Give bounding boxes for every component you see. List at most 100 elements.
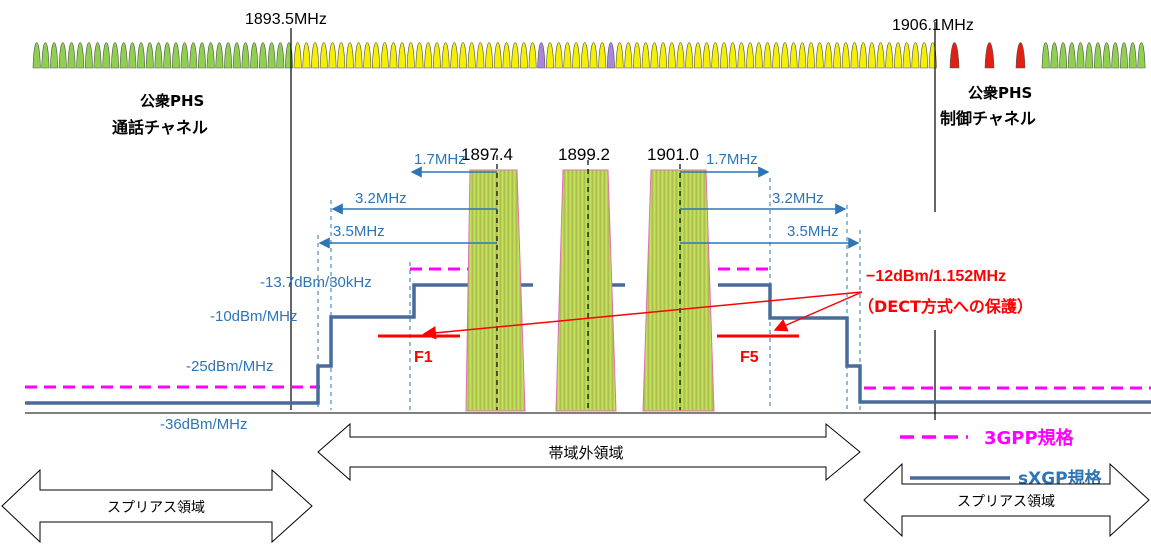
- phs-channel: [250, 42, 259, 69]
- phs-channel: [754, 42, 763, 69]
- carrier-2: [555, 169, 617, 412]
- phs-channel: [354, 42, 363, 69]
- phs-channel: [667, 42, 676, 69]
- phs-channel: [1128, 42, 1137, 69]
- phs-channel: [328, 42, 337, 69]
- phs-channel: [110, 42, 120, 69]
- carrier-3: [642, 169, 715, 412]
- phs-channel: [215, 42, 224, 69]
- phs-channel: [493, 42, 502, 69]
- phs-channel: [1085, 42, 1094, 69]
- gpp-mask: [25, 267, 1151, 390]
- phs-channel: [406, 42, 415, 69]
- phs-channel: [676, 42, 685, 69]
- phs-channel: [424, 42, 433, 69]
- phs-channel: [598, 42, 607, 69]
- carriers: [465, 155, 715, 412]
- phs-channel: [1076, 42, 1085, 69]
- phs-channel: [1050, 42, 1059, 69]
- carrier-2-freq: 1899.2: [558, 145, 610, 164]
- phs-channel: [780, 42, 789, 69]
- phs-channel: [197, 42, 207, 69]
- phs-channel: [911, 42, 920, 69]
- phs-channel: [84, 42, 93, 69]
- phs-channel: [824, 42, 833, 69]
- dect-arrows: [422, 291, 863, 340]
- phs-channel: [920, 42, 929, 69]
- phs-channel: [789, 42, 798, 69]
- phs-channel: [345, 42, 354, 69]
- phs-channel: [528, 42, 537, 69]
- phs-channel: [67, 42, 76, 69]
- phs-channel: [171, 42, 180, 69]
- dect-level: −12dBm/1.152MHz: [866, 268, 1006, 285]
- phs-channel: [1015, 42, 1026, 69]
- phs-channel: [519, 42, 528, 69]
- level-10: -10dBm/MHz: [210, 308, 298, 325]
- offset-left-3.2: 3.2MHz: [355, 190, 407, 207]
- phs-channel: [50, 42, 59, 69]
- phs-channel: [137, 42, 146, 69]
- phs-channel: [319, 42, 328, 69]
- offset-left-1.7: 1.7MHz: [414, 151, 466, 168]
- carrier-3-freq: 1901.0: [647, 145, 699, 164]
- phs-channel: [806, 42, 816, 69]
- phs-channel: [93, 42, 102, 69]
- phs-channel: [189, 42, 198, 69]
- phs-channel: [450, 42, 459, 69]
- offset-left-3.5: 3.5MHz: [333, 223, 385, 240]
- phs-right-label-2: 制御チャネル: [940, 109, 1036, 128]
- sxgp-mask: [25, 283, 470, 405]
- phs-channel: [380, 42, 389, 69]
- legend-gpp-label: 3GPP規格: [984, 427, 1075, 449]
- freq-right-edge: 1906.1MHz: [892, 17, 974, 34]
- spurious-left-arrow: [1, 468, 313, 544]
- offset-right-3.2: 3.2MHz: [772, 190, 824, 207]
- phs-channel: [763, 42, 772, 69]
- phs-channel: [119, 42, 128, 69]
- phs-channel: [1093, 42, 1102, 69]
- oob-region-arrow: [317, 422, 861, 482]
- dect-f1: F1: [414, 349, 433, 366]
- phs-channel: [485, 42, 494, 69]
- phs-channel: [415, 42, 424, 69]
- phs-channel: [589, 42, 598, 69]
- phs-channel: [232, 42, 241, 69]
- phs-channel: [476, 42, 485, 69]
- offset-right-1.7: 1.7MHz: [706, 151, 758, 168]
- phs-channel: [537, 42, 546, 69]
- dect-f5: F5: [740, 349, 759, 366]
- phs-channel: [41, 42, 50, 69]
- phs-channel: [1119, 42, 1129, 69]
- phs-channel: [580, 42, 589, 69]
- level-13.7: -13.7dBm/30kHz: [260, 274, 372, 291]
- phs-channel: [728, 42, 737, 69]
- phs-right-label-1: 公衆PHS: [968, 84, 1032, 102]
- phs-channel: [389, 42, 398, 69]
- offset-right-3.5: 3.5MHz: [787, 223, 839, 240]
- phs-channel: [902, 42, 911, 69]
- offset-arrows-left: [318, 166, 497, 249]
- phs-channel: [841, 42, 850, 69]
- phs-channel: [885, 42, 894, 69]
- phs-channel: [1067, 42, 1076, 69]
- phs-channel: [1102, 42, 1111, 69]
- phs-channel: [432, 42, 441, 69]
- phs-channel: [632, 42, 642, 69]
- phs-channel: [746, 42, 755, 69]
- phs-channel: [1111, 42, 1120, 69]
- phs-channel: [58, 42, 67, 69]
- phs-channel: [441, 42, 450, 69]
- phs-channel: [833, 42, 842, 69]
- phs-channel: [154, 42, 163, 69]
- oob-region-label: 帯域外領域: [548, 444, 623, 462]
- carrier-1: [465, 169, 526, 412]
- phs-channel: [371, 42, 381, 69]
- carrier-1-freq: 1897.4: [461, 145, 513, 164]
- phs-channel: [572, 42, 581, 69]
- phs-left-label-1: 公衆PHS: [140, 92, 204, 110]
- phs-channel: [180, 42, 189, 69]
- phs-channel: [311, 42, 320, 69]
- phs-left-label-2: 通話チャネル: [112, 118, 208, 137]
